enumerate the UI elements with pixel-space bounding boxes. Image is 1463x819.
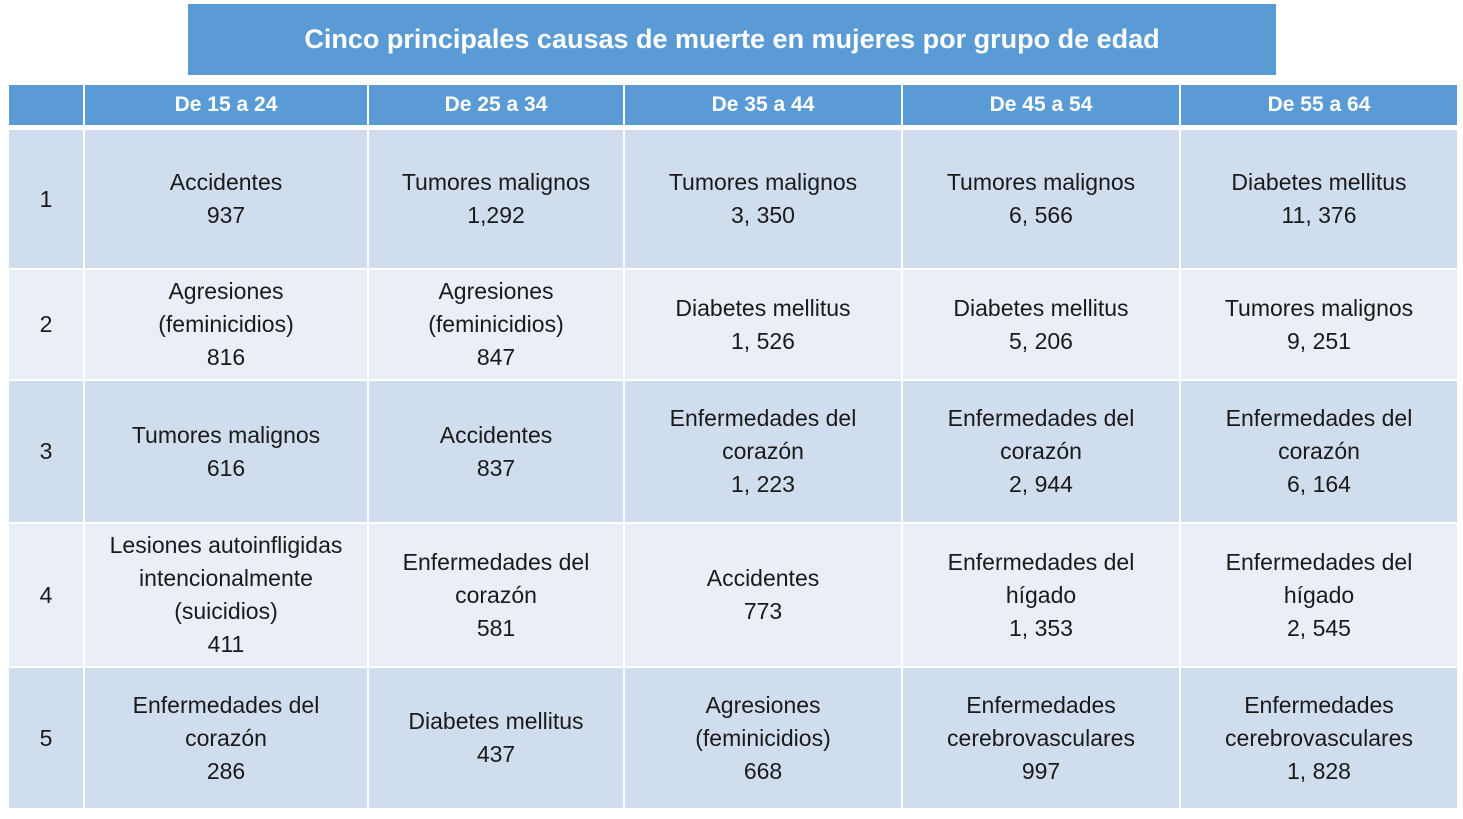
- cause-count: 997: [1021, 757, 1061, 784]
- header-rank: [7, 83, 85, 130]
- cause-label: Tumores malignos: [946, 169, 1136, 195]
- cause-cell: Tumores malignos 9, 251: [1179, 268, 1459, 381]
- cause-label: Enfermedades del corazón: [1225, 405, 1413, 464]
- header-age-45-54: De 45 a 54: [901, 83, 1181, 130]
- header-age-55-64: De 55 a 64: [1179, 83, 1459, 130]
- cause-count: 937: [206, 202, 246, 228]
- rank-cell: 4: [7, 522, 85, 668]
- rank-cell: 2: [7, 268, 85, 381]
- cause-count: 1, 353: [1009, 614, 1073, 641]
- cause-cell: Agresiones (feminicidios) 847: [367, 268, 625, 381]
- cause-cell: Accidentes 837: [367, 379, 625, 524]
- cause-cell: Tumores malignos 6, 566: [901, 126, 1181, 270]
- cause-count: 837: [476, 454, 516, 481]
- cause-count: 668: [743, 757, 783, 784]
- table-row: 5 Enfermedades del corazón 286 Diabetes m…: [7, 666, 1459, 810]
- cause-count: 286: [206, 757, 246, 784]
- cause-count: 411: [207, 631, 245, 657]
- table-row: 4 Lesiones autoinfligidas intencionalmen…: [7, 522, 1459, 668]
- cause-cell: Tumores malignos 1,292: [367, 126, 625, 270]
- cause-count: 2, 545: [1287, 614, 1351, 641]
- cause-cell: Accidentes 937: [83, 126, 369, 270]
- cause-cell: Enfermedades del hígado 1, 353: [901, 522, 1181, 668]
- cause-cell: Tumores malignos 616: [83, 379, 369, 524]
- cause-label: Diabetes mellitus: [953, 294, 1129, 321]
- cause-label: Enfermedades del hígado: [1225, 548, 1413, 608]
- cause-count: 1,292: [467, 202, 525, 228]
- cause-count: 773: [743, 598, 783, 624]
- cause-count: 5, 206: [1009, 327, 1073, 354]
- cause-cell: Enfermedades cerebrovasculares 1, 828: [1179, 666, 1459, 810]
- cause-cell: Diabetes mellitus 11, 376: [1179, 126, 1459, 270]
- causes-table: De 15 a 24 De 25 a 34 De 35 a 44 De 45 a…: [7, 83, 1459, 810]
- header-row: De 15 a 24 De 25 a 34 De 35 a 44 De 45 a…: [7, 83, 1459, 130]
- cause-cell: Enfermedades del corazón 581: [367, 522, 625, 668]
- cause-count: 616: [206, 454, 246, 481]
- cause-label: Diabetes mellitus: [1231, 169, 1407, 195]
- cause-cell: Enfermedades del corazón 1, 223: [623, 379, 903, 524]
- cause-cell: Accidentes 773: [623, 522, 903, 668]
- cause-label: Enfermedades cerebrovasculares: [947, 691, 1135, 751]
- cause-cell: Enfermedades del corazón 6, 164: [1179, 379, 1459, 524]
- cause-label: Enfermedades del corazón: [132, 691, 320, 751]
- cause-label: Enfermedades del corazón: [402, 548, 590, 608]
- cause-label: Enfermedades del corazón: [947, 405, 1135, 464]
- cause-count: 3, 350: [731, 202, 795, 228]
- cause-count: 847: [476, 344, 516, 370]
- cause-label: Tumores malignos: [401, 169, 591, 195]
- rank-cell: 5: [7, 666, 85, 810]
- cause-label: Lesiones autoinfligidas intencionalmente…: [109, 532, 343, 624]
- cause-count: 9, 251: [1287, 327, 1351, 354]
- table-row: 3 Tumores malignos 616 Accidentes 837 Enfe…: [7, 379, 1459, 524]
- page-title: Cinco principales causas de muerte en mu…: [304, 24, 1160, 54]
- cause-label: Enfermedades del hígado: [947, 548, 1135, 608]
- cause-label: Agresiones (feminicidios): [158, 278, 294, 337]
- header-age-25-34: De 25 a 34: [367, 83, 625, 130]
- cause-cell: Agresiones (feminicidios) 816: [83, 268, 369, 381]
- cause-cell: Diabetes mellitus 437: [367, 666, 625, 810]
- cause-count: 1, 223: [731, 471, 795, 497]
- table-row: 2 Agresiones (feminicidios) 816 Agresione…: [7, 268, 1459, 381]
- cause-cell: Enfermedades cerebrovasculares 997: [901, 666, 1181, 810]
- cause-label: Tumores malignos: [1224, 294, 1414, 321]
- table-row: 1 Accidentes 937 Tumores malignos 1,292 Tu…: [7, 126, 1459, 270]
- cause-label: Tumores malignos: [668, 169, 858, 195]
- cause-cell: Diabetes mellitus 1, 526: [623, 268, 903, 381]
- cause-count: 816: [206, 344, 246, 370]
- cause-cell: Lesiones autoinfligidas intencionalmente…: [83, 522, 369, 668]
- cause-label: Tumores malignos: [131, 421, 321, 448]
- cause-label: Accidentes: [706, 565, 820, 591]
- cause-count: 437: [476, 741, 516, 767]
- cause-count: 2, 944: [1009, 471, 1073, 497]
- cause-label: Diabetes mellitus: [408, 708, 584, 734]
- cause-cell: Diabetes mellitus 5, 206: [901, 268, 1181, 381]
- rank-cell: 3: [7, 379, 85, 524]
- cause-label: Agresiones (feminicidios): [428, 278, 564, 337]
- cause-count: 6, 164: [1287, 471, 1351, 497]
- title-banner: Cinco principales causas de muerte en mu…: [188, 4, 1276, 75]
- cause-cell: Enfermedades del hígado 2, 545: [1179, 522, 1459, 668]
- cause-cell: Enfermedades del corazón 286: [83, 666, 369, 810]
- header-age-15-24: De 15 a 24: [83, 83, 369, 130]
- cause-count: 581: [476, 614, 516, 641]
- cause-count: 1, 828: [1287, 757, 1351, 784]
- cause-cell: Enfermedades del corazón 2, 944: [901, 379, 1181, 524]
- rank-cell: 1: [7, 126, 85, 270]
- cause-cell: Agresiones (feminicidios) 668: [623, 666, 903, 810]
- cause-count: 6, 566: [1009, 202, 1073, 228]
- cause-label: Agresiones (feminicidios): [695, 691, 831, 751]
- cause-label: Accidentes: [169, 169, 283, 195]
- cause-label: Accidentes: [439, 421, 553, 448]
- cause-cell: Tumores malignos 3, 350: [623, 126, 903, 270]
- cause-label: Diabetes mellitus: [675, 294, 851, 321]
- cause-label: Enfermedades del corazón: [669, 405, 857, 464]
- cause-count: 11, 376: [1281, 202, 1357, 228]
- header-age-35-44: De 35 a 44: [623, 83, 903, 130]
- cause-label: Enfermedades cerebrovasculares: [1225, 691, 1413, 751]
- cause-count: 1, 526: [731, 327, 795, 354]
